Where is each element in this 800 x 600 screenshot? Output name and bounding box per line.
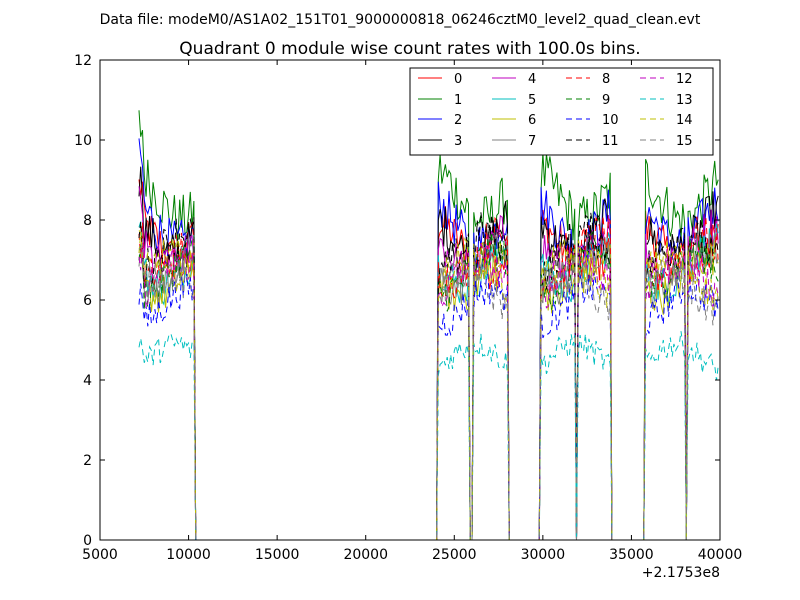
y-tick-label: 8 <box>83 213 92 229</box>
legend-label-1: 1 <box>454 93 462 108</box>
chart-title: Quadrant 0 module wise count rates with … <box>179 39 640 59</box>
legend-label-4: 4 <box>528 72 536 87</box>
legend-label-2: 2 <box>454 113 462 128</box>
legend-label-11: 11 <box>602 134 619 149</box>
x-tick-label: 15000 <box>255 547 300 563</box>
x-tick-label: 20000 <box>343 547 388 563</box>
y-tick-label: 4 <box>83 373 92 389</box>
x-tick-label: 40000 <box>698 547 743 563</box>
x-tick-label: 10000 <box>166 547 211 563</box>
y-tick-label: 12 <box>74 53 92 69</box>
x-tick-label: 30000 <box>521 547 566 563</box>
legend-label-9: 9 <box>602 93 610 108</box>
legend-label-15: 15 <box>676 134 693 149</box>
legend-label-13: 13 <box>676 93 693 108</box>
plot-frame <box>99 59 721 541</box>
x-tick-label: 5000 <box>82 547 118 563</box>
legend-label-10: 10 <box>602 113 619 128</box>
x-tick-label: 25000 <box>432 547 477 563</box>
legend-label-7: 7 <box>528 134 536 149</box>
figure-suptitle: Data file: modeM0/AS1A02_151T01_90000008… <box>100 12 701 28</box>
y-tick-label: 10 <box>74 133 92 149</box>
legend-label-14: 14 <box>676 113 693 128</box>
x-offset-label: +2.1753e8 <box>642 565 720 581</box>
tick-layer: 5000 10000 15000 20000 25000 30000 35000 40000 0… <box>74 53 742 563</box>
y-tick-label: 6 <box>83 293 92 309</box>
x-tick-label: 35000 <box>609 547 654 563</box>
legend-label-5: 5 <box>528 93 536 108</box>
legend-label-3: 3 <box>454 134 462 149</box>
y-tick-label: 0 <box>83 533 92 549</box>
legend-label-8: 8 <box>602 72 610 87</box>
y-tick-label: 2 <box>83 453 92 469</box>
legend-label-12: 12 <box>676 72 693 87</box>
legend-label-0: 0 <box>454 72 462 87</box>
legend-label-6: 6 <box>528 113 536 128</box>
